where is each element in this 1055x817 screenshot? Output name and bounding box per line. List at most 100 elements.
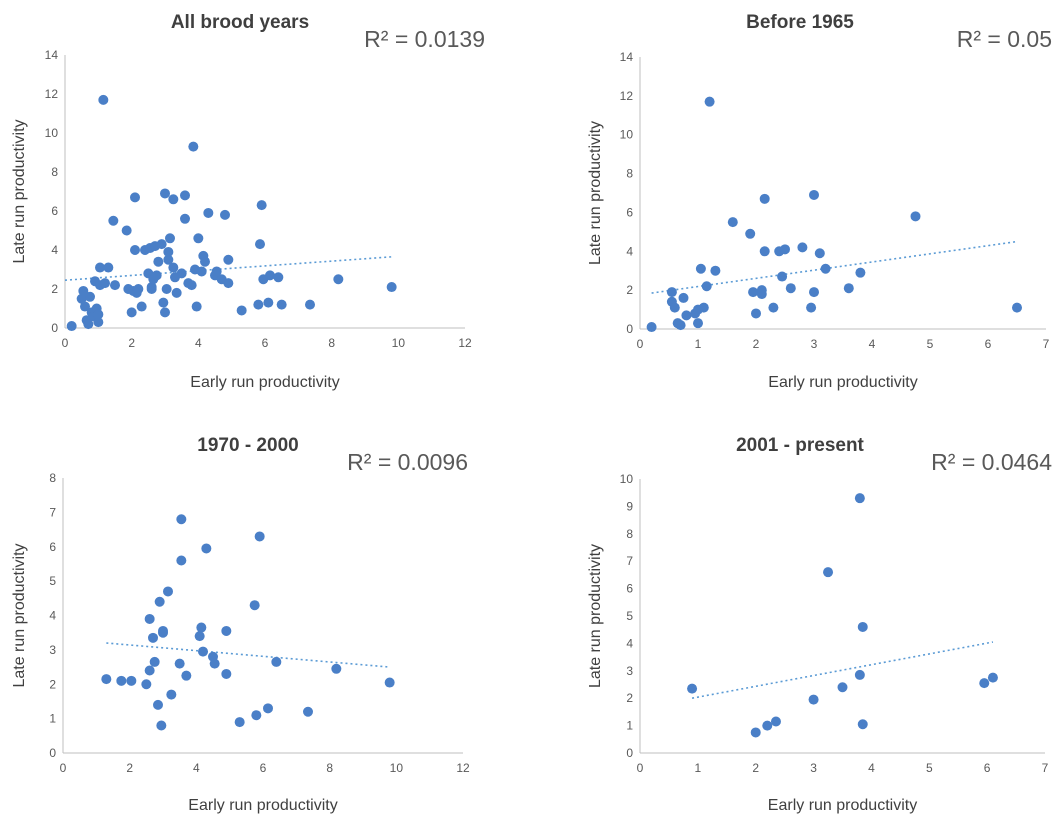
data-point: [126, 307, 137, 318]
y-tick-label: 5: [49, 574, 56, 588]
y-axis-label: Late run productivity: [11, 119, 28, 263]
data-point: [180, 190, 190, 201]
data-point: [165, 233, 175, 244]
data-point: [857, 719, 868, 730]
data-point: [78, 285, 89, 296]
data-point: [678, 292, 689, 303]
data-point: [910, 211, 921, 222]
y-tick-label: 10: [45, 126, 59, 140]
data-point: [386, 282, 397, 293]
data-point: [100, 278, 110, 289]
x-tick-label: 0: [60, 761, 67, 775]
data-point: [200, 256, 210, 267]
x-axis-label: Early run productivity: [188, 797, 337, 814]
chart-panel-all-brood-years: 0 2 4 6 8 10 12 14 0 2 4 6 8 10 12 All brood years R² = …: [0, 0, 520, 400]
data-point: [1012, 302, 1022, 313]
data-point: [770, 716, 781, 727]
data-point: [780, 244, 790, 255]
r-squared-annotation: R² = 0.05: [957, 26, 1052, 52]
r-squared-annotation: R² = 0.0096: [347, 449, 468, 475]
data-point: [201, 543, 212, 554]
data-point: [806, 302, 817, 313]
data-point: [141, 679, 152, 690]
x-tick-label: 1: [695, 761, 702, 775]
data-point: [66, 321, 77, 332]
data-point: [193, 233, 204, 244]
data-point: [305, 299, 315, 310]
data-point: [174, 658, 185, 669]
data-point: [854, 493, 865, 504]
data-point: [987, 672, 998, 683]
data-point: [710, 265, 721, 276]
x-tick-label: 3: [811, 337, 818, 351]
data-point: [855, 267, 866, 278]
y-tick-label: 1: [626, 719, 633, 733]
x-tick-label: 12: [456, 761, 470, 775]
data-point: [814, 248, 825, 259]
y-tick-label: 14: [45, 48, 59, 62]
x-tick-label: 4: [868, 761, 875, 775]
data-point: [160, 307, 170, 318]
data-point: [220, 209, 230, 220]
x-tick-label: 7: [1042, 761, 1049, 775]
data-point: [681, 310, 692, 321]
x-tick-label: 7: [1043, 337, 1050, 351]
scatter-chart: 0 2 4 6 8 10 12 14 0 2 4 6 8 10 12 All brood years R² = …: [11, 12, 485, 391]
data-point: [669, 302, 680, 313]
data-point: [130, 245, 140, 255]
data-point: [759, 193, 770, 204]
data-point: [695, 263, 706, 274]
data-point: [221, 625, 232, 636]
data-point: [154, 596, 165, 607]
data-point: [186, 280, 197, 291]
data-point: [209, 658, 220, 669]
y-tick-label: 7: [626, 554, 633, 568]
y-tick-label: 8: [626, 527, 633, 541]
data-point: [234, 717, 245, 728]
data-point: [236, 305, 247, 316]
data-point: [276, 299, 287, 310]
data-point: [133, 284, 144, 294]
y-tick-label: 4: [51, 243, 58, 257]
data-point: [254, 531, 265, 542]
y-tick-label: 8: [626, 167, 633, 181]
r-squared-annotation: R² = 0.0139: [364, 26, 485, 52]
data-point: [837, 682, 848, 693]
data-point: [80, 301, 90, 312]
x-tick-label: 4: [195, 336, 202, 350]
data-point: [95, 262, 105, 273]
data-point: [745, 228, 756, 239]
y-tick-label: 2: [51, 282, 58, 296]
data-point: [646, 322, 657, 333]
data-point: [151, 270, 162, 281]
x-tick-label: 12: [458, 336, 472, 350]
data-point: [176, 555, 187, 566]
y-tick-label: 1: [49, 712, 56, 726]
y-tick-label: 2: [49, 677, 56, 691]
data-point: [751, 308, 761, 319]
data-point: [98, 94, 109, 105]
data-point: [221, 668, 232, 679]
y-tick-label: 5: [626, 609, 633, 623]
data-point: [83, 319, 94, 330]
x-axis-label: Early run productivity: [768, 797, 917, 814]
r-squared-annotation: R² = 0.0464: [931, 449, 1052, 475]
y-tick-label: 8: [51, 165, 58, 179]
data-point: [223, 254, 234, 265]
x-tick-label: 1: [695, 337, 702, 351]
data-point: [158, 297, 169, 308]
x-tick-label: 0: [62, 336, 69, 350]
data-point: [121, 225, 132, 236]
y-tick-label: 4: [49, 609, 56, 623]
data-point: [251, 710, 262, 721]
y-tick-label: 6: [626, 582, 633, 596]
data-point: [762, 720, 773, 731]
x-tick-label: 4: [193, 761, 200, 775]
data-point: [181, 670, 192, 681]
data-point: [161, 284, 172, 294]
data-point: [156, 720, 167, 731]
x-tick-label: 6: [260, 761, 267, 775]
data-point: [759, 246, 770, 257]
data-point: [149, 656, 160, 667]
y-tick-label: 10: [620, 128, 634, 142]
